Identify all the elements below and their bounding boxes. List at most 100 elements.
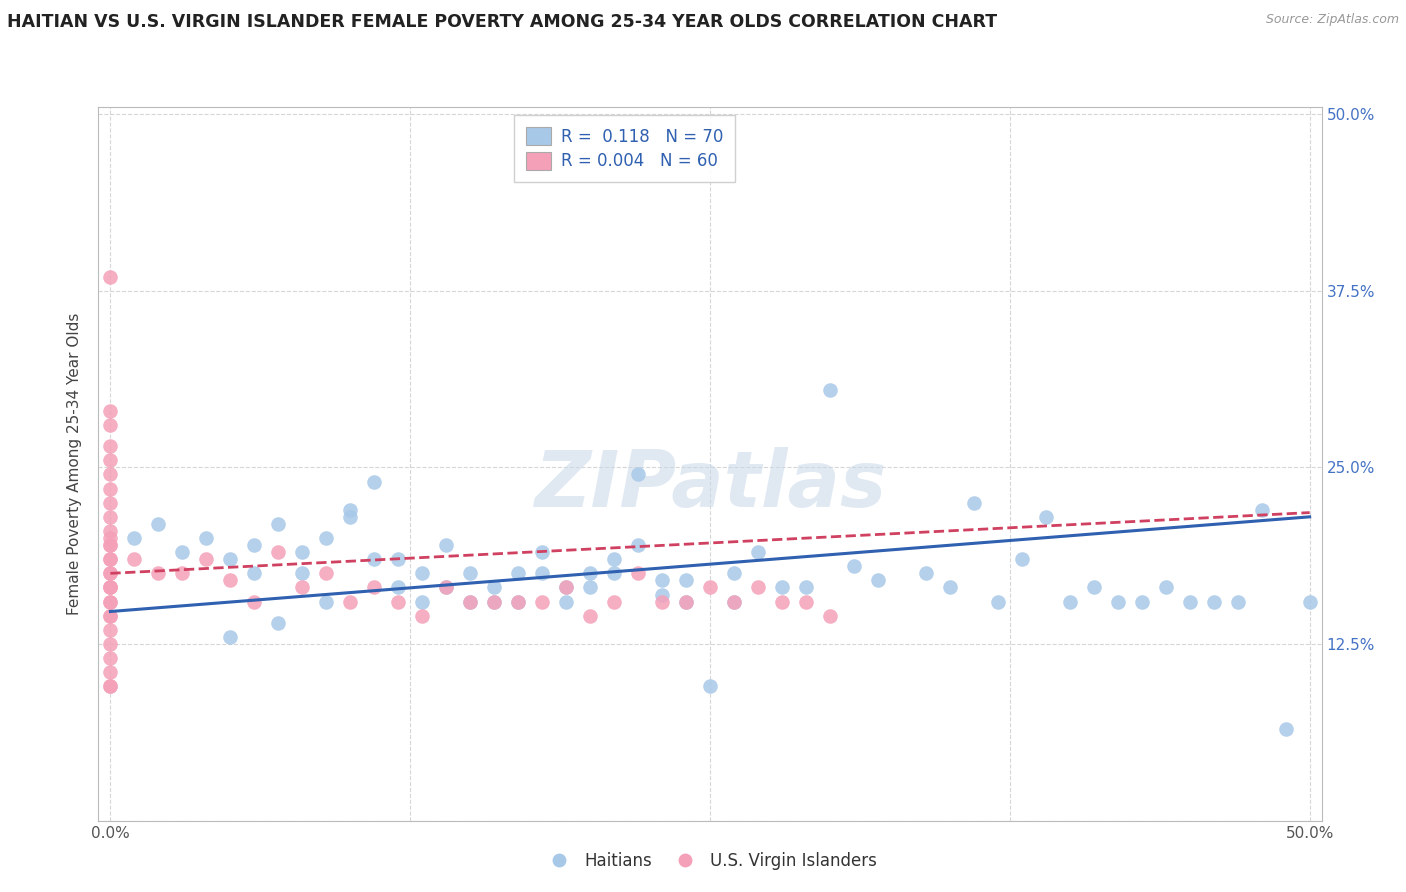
Point [1154,581,1177,595]
Point [100,439,122,453]
Point [651,594,673,608]
Point [434,581,457,595]
Point [963,496,986,510]
Point [267,615,290,630]
Point [195,531,218,545]
Point [100,665,122,680]
Point [100,608,122,623]
Point [100,623,122,637]
Point [458,594,481,608]
Point [195,552,218,566]
Text: HAITIAN VS U.S. VIRGIN ISLANDER FEMALE POVERTY AMONG 25-34 YEAR OLDS CORRELATION: HAITIAN VS U.S. VIRGIN ISLANDER FEMALE P… [7,13,997,31]
Point [531,594,554,608]
Point [100,531,122,545]
Point [100,538,122,552]
Point [747,545,769,559]
Point [747,581,769,595]
Point [100,594,122,608]
Point [434,581,457,595]
Point [675,594,697,608]
Point [100,608,122,623]
Point [148,566,170,581]
Point [339,509,361,524]
Point [531,545,554,559]
Point [100,566,122,581]
Point [770,594,793,608]
Legend: Haitians, U.S. Virgin Islanders: Haitians, U.S. Virgin Islanders [536,846,884,877]
Point [100,269,122,284]
Point [100,680,122,694]
Point [508,594,530,608]
Point [363,552,385,566]
Point [1226,594,1249,608]
Point [1250,502,1272,516]
Point [603,594,626,608]
Point [699,680,721,694]
Point [411,594,433,608]
Point [1298,594,1320,608]
Point [699,581,721,595]
Point [124,552,146,566]
Point [315,594,337,608]
Point [651,574,673,588]
Point [100,581,122,595]
Point [219,552,242,566]
Point [100,524,122,538]
Point [603,566,626,581]
Point [315,566,337,581]
Point [794,581,817,595]
Point [100,637,122,651]
Point [770,581,793,595]
Point [866,574,889,588]
Text: ZIPatlas: ZIPatlas [534,447,886,524]
Point [987,594,1010,608]
Point [1202,594,1225,608]
Point [675,594,697,608]
Point [100,467,122,482]
Point [339,502,361,516]
Point [100,581,122,595]
Point [939,581,962,595]
Point [100,581,122,595]
Point [100,680,122,694]
Point [1035,509,1057,524]
Point [339,594,361,608]
Point [267,545,290,559]
Point [915,566,938,581]
Point [100,453,122,467]
Point [675,574,697,588]
Point [411,608,433,623]
Point [172,566,194,581]
Point [458,566,481,581]
Point [579,566,602,581]
Point [579,608,602,623]
Point [603,552,626,566]
Point [100,552,122,566]
Point [555,594,578,608]
Point [100,417,122,432]
Point [100,651,122,665]
Point [1059,594,1081,608]
Point [100,496,122,510]
Point [219,574,242,588]
Point [172,545,194,559]
Point [818,383,841,397]
Point [100,552,122,566]
Point [243,566,266,581]
Point [291,566,314,581]
Point [1107,594,1129,608]
Point [579,581,602,595]
Point [627,538,650,552]
Point [458,594,481,608]
Point [508,594,530,608]
Y-axis label: Female Poverty Among 25-34 Year Olds: Female Poverty Among 25-34 Year Olds [67,313,83,615]
Point [148,516,170,531]
Point [723,594,745,608]
Point [1083,581,1105,595]
Point [1130,594,1153,608]
Point [482,594,505,608]
Point [531,566,554,581]
Point [411,566,433,581]
Point [1178,594,1201,608]
Point [1011,552,1033,566]
